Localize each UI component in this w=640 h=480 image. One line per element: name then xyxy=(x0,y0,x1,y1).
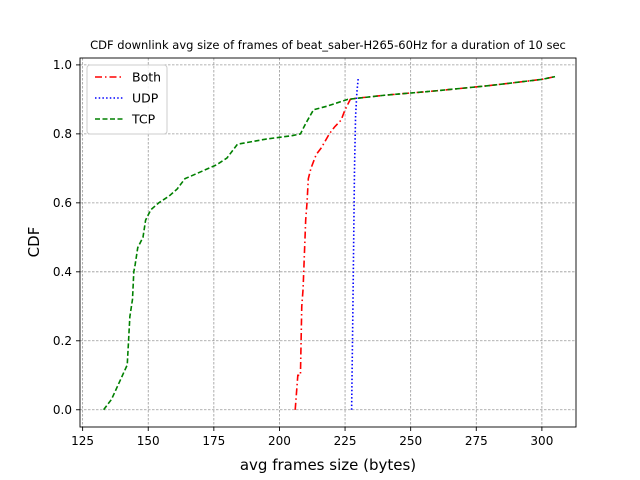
x-tick-label: 200 xyxy=(268,434,291,448)
legend-box xyxy=(86,64,168,135)
legend-label-udp: UDP xyxy=(132,91,159,106)
x-tick-label: 150 xyxy=(137,434,160,448)
legend-label-tcp: TCP xyxy=(131,112,156,127)
y-tick-label: 0.4 xyxy=(53,265,72,279)
grid-lines xyxy=(80,58,576,427)
x-axis-label: avg frames size (bytes) xyxy=(240,456,416,474)
y-axis-label: CDF xyxy=(25,227,43,258)
x-tick-label: 125 xyxy=(71,434,94,448)
x-tick-label: 225 xyxy=(334,434,357,448)
plot-frame xyxy=(79,57,577,428)
y-tick-label: 1.0 xyxy=(53,58,72,72)
plot-series xyxy=(102,75,556,411)
y-tick-label: 0.0 xyxy=(53,403,72,417)
series-line-udp xyxy=(350,78,359,410)
series-line-both xyxy=(294,75,556,410)
y-tick-label: 0.2 xyxy=(53,334,72,348)
x-tick-label: 250 xyxy=(399,434,422,448)
legend-label-both: Both xyxy=(132,70,161,85)
chart-title: CDF downlink avg size of frames of beat_… xyxy=(90,38,566,52)
y-tick-label: 0.6 xyxy=(53,196,72,210)
y-tick-label: 0.8 xyxy=(53,127,72,141)
series-line-tcp xyxy=(102,75,556,411)
x-tick-label: 175 xyxy=(202,434,225,448)
x-tick-label: 300 xyxy=(530,434,553,448)
legend: Both UDP TCP xyxy=(86,64,168,135)
axis-ticks: 125 150 175 200 225 250 275 300 0.0 0.2 0.4 0.6 0.8 1… xyxy=(53,58,553,448)
x-tick-label: 275 xyxy=(465,434,488,448)
